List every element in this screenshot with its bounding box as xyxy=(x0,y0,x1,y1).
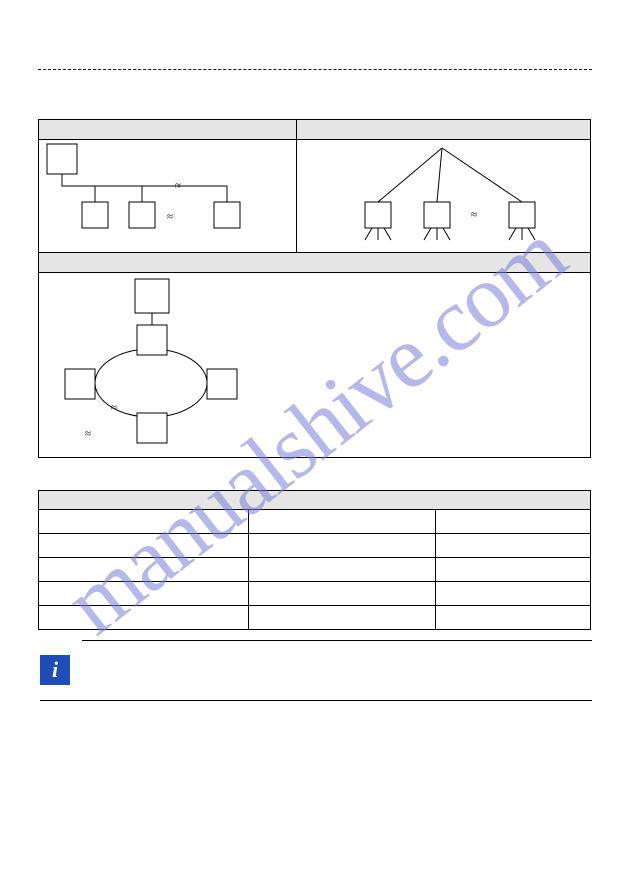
svg-text:≈: ≈ xyxy=(175,180,181,192)
note-top-rule xyxy=(82,640,592,641)
table-header xyxy=(39,491,591,510)
info-icon: i xyxy=(40,655,70,685)
bus-topology-svg: ≈ ≈ xyxy=(39,140,296,252)
info-icon-glyph: i xyxy=(52,657,58,682)
panel-header xyxy=(39,120,296,140)
panel-header xyxy=(297,120,590,140)
spec-table xyxy=(38,490,591,630)
header-divider xyxy=(38,69,592,70)
panel-ring-topology: ≈ ≈ xyxy=(39,253,590,457)
diagram-panels: ≈ ≈ xyxy=(38,119,591,458)
star-topology-svg: ≈ xyxy=(297,140,590,252)
panel-header xyxy=(39,253,590,273)
svg-text:≈: ≈ xyxy=(85,428,91,440)
svg-text:≈: ≈ xyxy=(111,402,117,414)
svg-text:≈: ≈ xyxy=(471,209,477,221)
svg-text:≈: ≈ xyxy=(167,211,173,223)
panel-bus-topology: ≈ ≈ xyxy=(39,120,297,253)
ring-topology-svg: ≈ ≈ xyxy=(39,273,590,457)
note-bottom-rule xyxy=(40,700,592,701)
panel-star-topology: ≈ xyxy=(297,120,590,253)
